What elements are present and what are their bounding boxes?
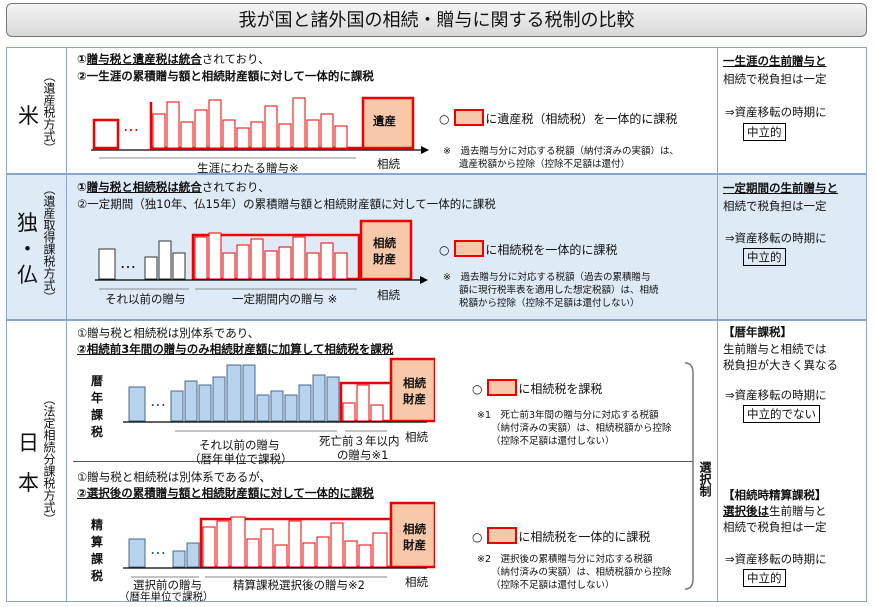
system-jp: （法定相続分課税方式） xyxy=(42,393,56,525)
de-line2: ②一定期間（独10年、仏15年）の累積贈与額と相続財産額に対して一体的に課税 xyxy=(77,197,496,211)
us-right1: 一生涯の生前贈与と xyxy=(723,54,827,68)
de-diagram xyxy=(95,219,428,290)
jp-b-note2: （納付済みの実額）は、相続税額から控除 xyxy=(491,567,672,578)
legend-swatch-icon xyxy=(454,240,485,257)
country-de: 独 xyxy=(17,211,38,235)
us-right4: 中立的 xyxy=(743,123,786,141)
jp-b-dots: … xyxy=(150,539,166,558)
jp-a-right1: 生前贈与と相続では xyxy=(723,342,827,356)
de-note1: ※ 過去贈与分に対応する税額（過去の累積贈与 xyxy=(443,272,651,283)
row-jp: 日 本 （法定相続分課税方式） 選択制 ①贈与税と相続税は別体系であり、 ②相続… xyxy=(6,320,867,603)
de-right2: 相続で税負担は一定 xyxy=(723,199,827,213)
jp-b-axis-label: 相続 xyxy=(405,575,428,589)
jp-b-right-head: 【相続時精算課税】 xyxy=(723,488,827,502)
us-dots: … xyxy=(123,116,139,135)
us-diagram xyxy=(91,96,429,159)
jp-a-span1: 死亡前３年以内 xyxy=(319,434,400,448)
system-us: （遺産税方式） xyxy=(42,70,56,154)
jp-a-right-head: 【暦年課税】 xyxy=(723,325,792,339)
jp-b-note3: （控除不足額は還付しない） xyxy=(491,580,615,591)
jp-b-estate-label1: 相続 xyxy=(403,522,426,536)
legend-swatch-icon xyxy=(487,379,518,396)
jp-a-note1: ※1 死亡前3年間の贈与分に対応する税額 xyxy=(477,410,659,421)
de-note3: 税額から控除（控除不足額は還付しない） xyxy=(459,298,640,309)
jp-a-span2: の贈与※1 xyxy=(337,448,389,462)
country-jp1: 日 xyxy=(18,431,39,455)
jp-a-before1: それ以前の贈与 xyxy=(199,438,280,452)
country-dot: ・ xyxy=(17,237,38,261)
us-span-label: 生涯にわたる贈与※ xyxy=(197,161,299,175)
jp-b-before2: （暦年単位で課税） xyxy=(119,591,214,603)
country-fr: 仏 xyxy=(17,263,38,287)
jp-b-side-label: 精算課税 xyxy=(91,518,104,583)
us-estate-label: 遺産 xyxy=(373,114,396,128)
de-estate-label1: 相続 xyxy=(373,236,396,250)
us-legend: ○ に遺産税（相続税）を一体的に課税 xyxy=(439,109,677,127)
jp-a-dots: … xyxy=(150,391,166,410)
de-right3: ⇒資産移転の時期に xyxy=(725,231,827,245)
jp-a-line2: ②相続前3年間の贈与のみ相続財産額に加算して相続税を課税 xyxy=(77,342,394,356)
us-axis-label: 相続 xyxy=(377,157,400,171)
jp-a-before2: （暦年単位で課税） xyxy=(189,452,293,466)
jp-b-estate-label2: 財産 xyxy=(403,538,426,552)
jp-b-note1: ※2 選択後の累積贈与分に対応する税額 xyxy=(477,554,653,565)
us-note2: 遺産税額から控除（控除不足額は還付） xyxy=(459,159,631,170)
system-de-fr: （遺産取得課税方式） xyxy=(42,183,56,303)
de-right1: 一定期間の生前贈与と xyxy=(723,181,838,195)
de-axis-label: 相続 xyxy=(377,288,400,302)
select-label: 選択制 xyxy=(698,461,712,497)
us-right2: 相続で税負担は一定 xyxy=(723,72,827,86)
row-de-fr: 独 ・ 仏 （遺産取得課税方式） ①贈与税と相続税は統合されており、 ②一定期間… xyxy=(6,174,867,320)
jp-b-legend: ○ に相続税を一体的に課税 xyxy=(472,527,650,545)
us-right3: ⇒資産移転の時期に xyxy=(725,105,827,119)
us-line2: ②一生涯の累積贈与額と相続財産額に対して一体的に課税 xyxy=(77,69,374,83)
select-bracket xyxy=(684,362,694,590)
country-jp2: 本 xyxy=(18,471,39,495)
page-title: 我が国と諸外国の相続・贈与に関する税制の比較 xyxy=(6,3,867,37)
jp-a-diagram xyxy=(123,357,435,432)
jp-a-note3: （控除不足額は還付しない） xyxy=(491,436,615,447)
de-line1: ①贈与税と相続税は統合されており、 xyxy=(77,180,270,194)
jp-b-line1: ①贈与税と相続税は別体系であるが、 xyxy=(77,470,271,484)
jp-a-side-label: 暦年課税 xyxy=(91,374,104,439)
jp-a-estate-label1: 相続 xyxy=(403,376,426,390)
us-note1: ※ 過去贈与分に対応する税額（納付済みの実額）は、 xyxy=(443,146,679,157)
jp-b-right2: 相続で税負担は一定 xyxy=(723,520,827,534)
jp-a-right4: 中立的でない xyxy=(743,405,820,423)
de-note2: 額に現行税率表を適用した想定税額）は、相続 xyxy=(459,285,659,296)
jp-b-right3: ⇒資産移転の時期に xyxy=(725,552,827,566)
jp-b-line2: ②選択後の累積贈与額と相続財産額に対して一体的に課税 xyxy=(77,486,374,500)
jp-a-estate-label2: 財産 xyxy=(403,392,426,406)
jp-b-span-label: 精算課税選択後の贈与※2 xyxy=(233,578,365,592)
de-legend: ○ に相続税を一体的に課税 xyxy=(439,240,617,258)
jp-a-axis-label: 相続 xyxy=(405,430,428,444)
jp-b-diagram xyxy=(123,501,435,578)
country-us: 米 xyxy=(18,104,39,128)
legend-swatch-icon xyxy=(487,527,518,544)
us-line1: ①贈与税と遺産税は統合されており、 xyxy=(77,52,270,66)
de-right4: 中立的 xyxy=(743,248,786,266)
de-span-label: 一定期間内の贈与 ※ xyxy=(232,292,338,306)
de-dots: … xyxy=(120,253,136,272)
jp-b-right4: 中立的 xyxy=(743,569,786,587)
jp-a-note2: （納付済みの実額）は、相続税額から控除 xyxy=(491,423,672,434)
jp-b-right1: 選択後は生前贈与と xyxy=(723,504,827,518)
jp-b-before1: 選択前の贈与 xyxy=(133,578,202,592)
legend-swatch-icon xyxy=(454,109,485,126)
jp-a-line1: ①贈与税と相続税は別体系であり、 xyxy=(77,326,260,340)
de-estate-label2: 財産 xyxy=(373,252,396,266)
de-before-label: それ以前の贈与 xyxy=(105,292,186,306)
row-us: 米 （遺産税方式） ①贈与税と遺産税は統合されており、 ②一生涯の累積贈与額と相… xyxy=(6,47,867,175)
jp-a-right2: 税負担が大きく異なる xyxy=(723,358,838,372)
jp-a-legend: ○ に相続税を課税 xyxy=(472,379,602,397)
jp-a-right3: ⇒資産移転の時期に xyxy=(725,388,827,402)
